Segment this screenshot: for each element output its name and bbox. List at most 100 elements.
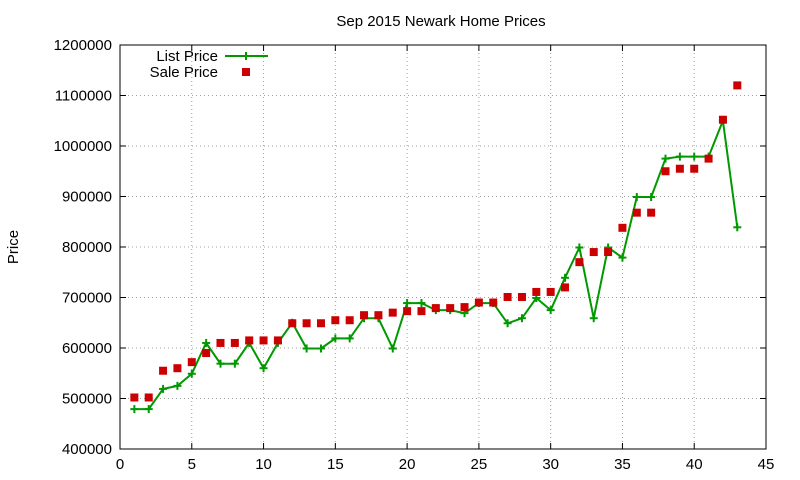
- sale-price-point: [302, 319, 311, 328]
- legend-marker-sale-price: [242, 68, 250, 76]
- sale-price-point: [431, 304, 440, 313]
- sale-price-point: [460, 303, 469, 312]
- x-tick-label: 35: [614, 456, 631, 473]
- y-tick-label: 400000: [62, 441, 112, 458]
- x-tick-label: 25: [471, 456, 488, 473]
- x-tick-label: 15: [327, 456, 344, 473]
- sale-price-point: [331, 316, 340, 325]
- y-tick-label: 600000: [62, 340, 112, 357]
- list-price-point: [647, 193, 656, 202]
- y-tick-label: 1200000: [54, 37, 112, 54]
- sale-price-point: [503, 292, 512, 301]
- list-price-point: [173, 381, 182, 390]
- sale-price-point: [202, 349, 211, 358]
- sale-price-point: [173, 364, 182, 373]
- legend-label-sale-price: Sale Price: [150, 64, 218, 81]
- sale-price-point: [561, 283, 570, 292]
- sale-price-point: [690, 164, 699, 173]
- legend-label-list-price: List Price: [156, 48, 218, 65]
- legend-marker-list-price: [242, 52, 250, 60]
- sale-price-point: [733, 81, 742, 90]
- sale-price-point: [517, 292, 526, 301]
- sale-price-point: [546, 287, 555, 296]
- y-tick-label: 500000: [62, 391, 112, 408]
- sale-price-point: [589, 248, 598, 257]
- sale-price-point: [345, 316, 354, 325]
- x-tick-label: 40: [686, 456, 703, 473]
- list-price-point: [632, 193, 641, 202]
- sale-price-point: [230, 338, 239, 347]
- legend: List Price Sale Price: [150, 48, 268, 81]
- sale-price-point: [661, 167, 670, 176]
- sale-price-point: [604, 248, 613, 257]
- list-price-point: [331, 334, 340, 343]
- x-tick-label: 0: [116, 456, 124, 473]
- list-price-point: [690, 152, 699, 161]
- sale-price-point: [575, 258, 584, 267]
- sale-price-point: [532, 287, 541, 296]
- x-tick-label: 45: [758, 456, 775, 473]
- sale-price-point: [403, 307, 412, 316]
- sale-price-point: [245, 336, 254, 345]
- list-price-point: [345, 334, 354, 343]
- sale-price-point: [144, 393, 153, 402]
- plot-frame: [119, 44, 767, 450]
- list-price-point: [546, 306, 555, 315]
- list-price-point: [589, 314, 598, 323]
- x-tick-label: 10: [255, 456, 272, 473]
- x-tick-label: 30: [542, 456, 559, 473]
- sale-price-point: [632, 208, 641, 217]
- sale-price-point: [417, 307, 426, 316]
- sale-price-point: [187, 358, 196, 367]
- y-tick-label: 700000: [62, 290, 112, 307]
- list-price-point: [661, 154, 670, 163]
- sale-price-point: [130, 393, 139, 402]
- sale-price-point: [489, 298, 498, 307]
- chart-title: Sep 2015 Newark Home Prices: [336, 13, 545, 30]
- y-tick-label: 800000: [62, 239, 112, 256]
- list-price-point: [159, 384, 168, 393]
- y-tick-label: 1100000: [55, 88, 112, 105]
- legend-plus-mark: [242, 52, 250, 60]
- sale-price-point: [718, 115, 727, 124]
- list-price-point: [216, 359, 225, 368]
- list-price-point: [316, 344, 325, 353]
- sale-price-point: [618, 223, 627, 232]
- list-price-point: [618, 253, 627, 262]
- list-price-point: [403, 299, 412, 308]
- sale-price-point: [675, 164, 684, 173]
- axis-tick-labels: 0 5 10 15 20 25 30 35 40 45 400000 500000 600000 7000…: [54, 37, 775, 473]
- sale-price-point: [159, 366, 168, 375]
- list-price-point: [144, 405, 153, 414]
- y-axis-label: Price: [5, 230, 22, 264]
- grid-lines: [120, 45, 766, 449]
- list-price-point: [517, 314, 526, 323]
- list-price-point: [187, 369, 196, 378]
- sale-price-point: [446, 304, 455, 313]
- list-price-point: [302, 344, 311, 353]
- list-price-point: [561, 273, 570, 282]
- sale-price-point: [288, 319, 297, 328]
- sale-price-point: [216, 338, 225, 347]
- sale-price-point: [259, 336, 268, 345]
- list-price-point: [388, 344, 397, 353]
- sale-price-point: [704, 154, 713, 163]
- list-price-point: [259, 364, 268, 373]
- sale-price-point: [316, 319, 325, 328]
- list-price-point: [675, 152, 684, 161]
- list-price-point: [575, 243, 584, 252]
- x-tick-label: 20: [399, 456, 416, 473]
- sale-price-point: [360, 311, 369, 320]
- sale-price-point: [374, 311, 383, 320]
- series-sale-price: [130, 81, 742, 402]
- y-tick-label: 1000000: [54, 138, 112, 155]
- sale-price-point: [273, 336, 282, 345]
- list-price-point: [130, 405, 139, 414]
- list-price-point: [417, 299, 426, 308]
- list-price-point: [503, 319, 512, 328]
- sale-price-point: [647, 208, 656, 217]
- x-tick-label: 5: [188, 456, 196, 473]
- list-price-point: [202, 338, 211, 347]
- sale-price-point: [388, 308, 397, 317]
